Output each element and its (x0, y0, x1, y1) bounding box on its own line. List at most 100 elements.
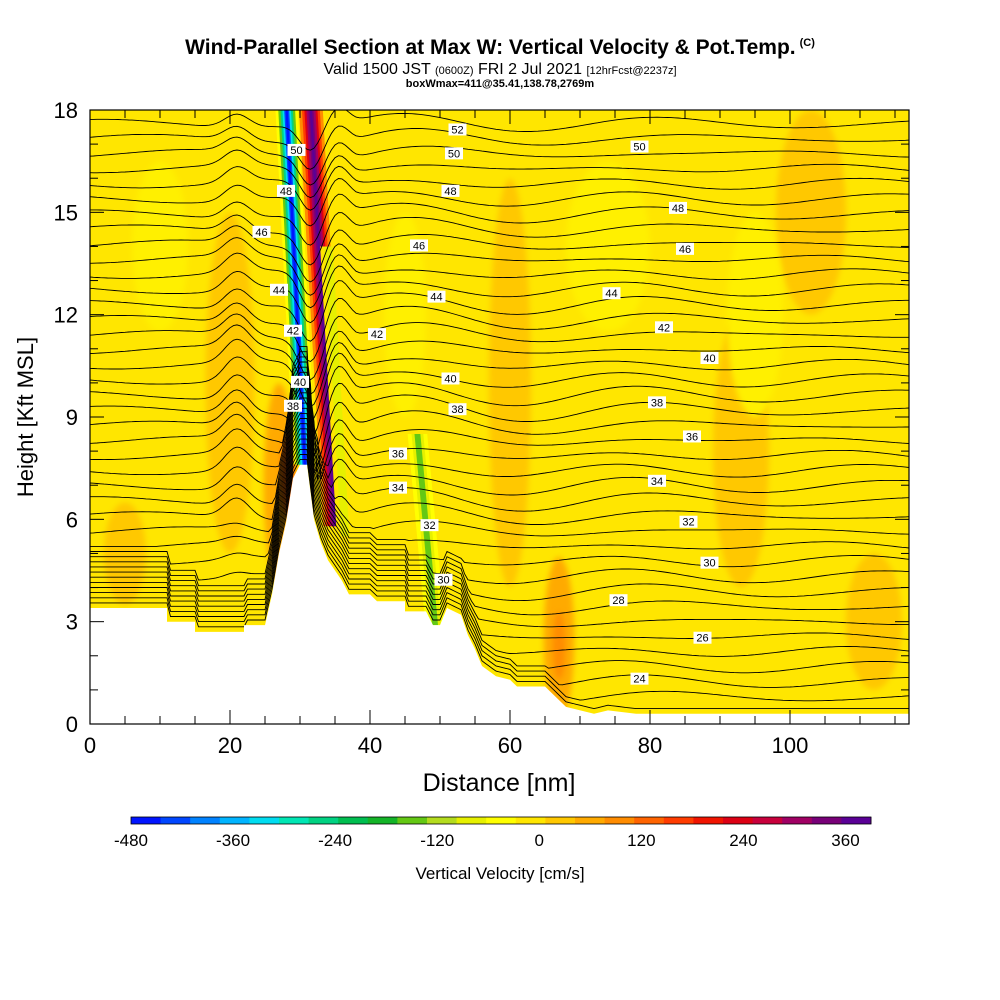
theta-label: 34 (648, 474, 666, 488)
x-tick-label: 60 (498, 733, 522, 758)
copyright-mark: (C) (799, 37, 815, 49)
theta-label-box (434, 573, 453, 586)
theta-label: 50 (445, 147, 463, 160)
y-axis-tick-labels: 0 3 6 9 12 15 18 (54, 98, 78, 737)
colorbar-swatch (427, 817, 457, 824)
theta-label: 30 (700, 556, 719, 570)
theta-contour-line (90, 338, 909, 408)
x-tick-label: 20 (218, 733, 242, 758)
theta-label: 52 (448, 123, 467, 136)
colorbar-swatch (219, 817, 250, 824)
plot-area: 52 50 50 50 48 48 48 46 46 46 44 44 44 42 42 42 40 40 40 38… (89, 109, 910, 725)
theta-contour-labels: 52 50 50 50 48 48 48 46 46 46 44 44 44 42 42 42 40 40 40 38… (252, 123, 719, 686)
theta-contour-line (90, 423, 909, 616)
utc-time: (0600Z) (434, 65, 474, 77)
y-tick-label: 9 (66, 405, 78, 430)
theta-label-text: 46 (413, 240, 425, 252)
colorbar-swatch (545, 817, 576, 824)
theta-contour-line (90, 397, 909, 537)
theta-label-text: 48 (444, 186, 456, 198)
theta-label-text: 30 (703, 558, 715, 570)
colorbar-swatch (634, 817, 665, 824)
colorbar-swatch (456, 817, 487, 824)
theta-label: 48 (669, 201, 687, 215)
theta-label-text: 50 (290, 145, 302, 157)
theta-contour-line (90, 237, 909, 296)
x-tick-label: 100 (772, 733, 809, 758)
theta-label-box (648, 474, 666, 487)
theta-contour-line (90, 392, 909, 525)
valid-date: FRI 2 Jul 2021 (477, 61, 583, 78)
chart-subtitle: Valid 1500 JST (0600Z) FRI 2 Jul 2021 [1… (0, 61, 1000, 79)
colorbar-tick-label: -360 (216, 831, 250, 850)
x-axis-tick-labels: 0 20 40 60 80 100 (84, 733, 808, 758)
colorbar-tick-label: -120 (420, 831, 454, 850)
theta-label: 46 (410, 239, 428, 252)
colorbar-swatch (811, 817, 842, 824)
theta-label: 46 (252, 225, 271, 239)
theta-label-box (700, 556, 719, 569)
colorbar-swatch (338, 817, 369, 824)
theta-label: 24 (630, 672, 649, 686)
theta-label: 46 (676, 242, 694, 256)
theta-label: 44 (602, 287, 621, 300)
theta-label: 44 (270, 283, 288, 297)
theta-label-text: 30 (437, 575, 449, 587)
w-anomaly (132, 161, 188, 332)
colorbar-swatch (367, 817, 398, 824)
w-anomaly (104, 502, 146, 605)
theta-contour-line (90, 165, 909, 211)
theta-label-text: 42 (658, 322, 670, 334)
theta-label-box (270, 283, 288, 296)
theta-label: 48 (441, 184, 460, 198)
colorbar-label: Vertical Velocity [cm/s] (415, 864, 585, 883)
theta-label: 42 (368, 328, 386, 341)
theta-contour-line (90, 459, 909, 710)
theta-contour-line (90, 407, 909, 568)
theta-contour-line (90, 193, 909, 246)
colorbar-swatch (663, 817, 694, 824)
theta-label-text: 44 (605, 288, 617, 300)
theta-contour-line (90, 212, 909, 266)
y-tick-label: 3 (66, 610, 78, 635)
theta-label-text: 38 (287, 401, 299, 413)
colorbar-swatch (723, 817, 753, 824)
y-tick-label: 6 (66, 507, 78, 532)
theta-label-box (655, 321, 673, 334)
downdraft-band (324, 246, 350, 537)
colorbar-swatch (515, 817, 546, 824)
colorbar-swatch (397, 817, 428, 824)
y-tick-label: 15 (54, 200, 78, 225)
theta-contour-line (90, 149, 909, 199)
theta-label-box (291, 375, 309, 388)
theta-label-text: 46 (679, 244, 691, 256)
theta-label-box (252, 225, 271, 238)
theta-label-text: 24 (633, 674, 645, 686)
theta-label-box (284, 399, 302, 412)
theta-contour-line (90, 136, 909, 186)
colorbar-swatch (308, 817, 339, 824)
theta-label: 28 (609, 594, 628, 607)
theta-contour-line (90, 346, 909, 422)
theta-contour-line (90, 324, 909, 395)
w-anomaly (489, 178, 531, 587)
box-wmax-info: boxWmax=411@35.41,138.78,2769m (405, 78, 595, 90)
colorbar-tick-label: -480 (114, 831, 148, 850)
theta-label: 40 (700, 352, 719, 365)
theta-label: 36 (683, 430, 701, 443)
theta-label-text: 44 (273, 285, 285, 297)
colorbar (130, 816, 872, 825)
theta-label-box (441, 184, 460, 197)
theta-label-box (630, 140, 649, 153)
theta-label-box (669, 201, 687, 214)
theta-contour-line (90, 313, 909, 381)
colorbar-swatch (131, 817, 161, 824)
colorbar-tick-label: -240 (318, 831, 352, 850)
theta-contour-line (90, 351, 909, 440)
theta-contour-line (90, 280, 909, 342)
theta-label-text: 36 (392, 449, 404, 461)
w-anomaly (552, 611, 566, 680)
theta-contour-line (90, 387, 909, 512)
theta-label: 42 (655, 321, 673, 334)
theta-contour-line (90, 125, 909, 170)
